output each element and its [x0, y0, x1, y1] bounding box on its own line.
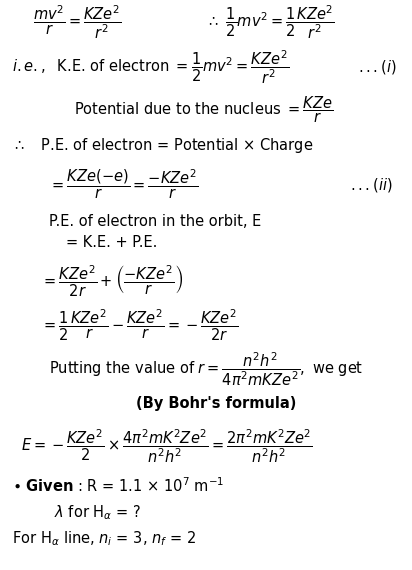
- Text: $i.e.,$  K.E. of electron $= \dfrac{1}{2}mv^2 = \dfrac{KZe^2}{r^2}$: $i.e.,$ K.E. of electron $= \dfrac{1}{2}…: [12, 48, 289, 86]
- Text: $\therefore$   P.E. of electron = Potential $\times$ Charge: $\therefore$ P.E. of electron = Potentia…: [12, 136, 314, 155]
- Text: $= \dfrac{KZe^2}{2r} + \left(\dfrac{-KZe^2}{r}\right)$: $= \dfrac{KZe^2}{2r} + \left(\dfrac{-KZe…: [41, 263, 183, 299]
- Text: Putting the value of $r = \dfrac{n^2h^2}{4\pi^2mKZe^2},$ we get: Putting the value of $r = \dfrac{n^2h^2}…: [49, 351, 364, 388]
- Text: P.E. of electron in the orbit, E: P.E. of electron in the orbit, E: [49, 214, 262, 229]
- Text: $= \dfrac{KZe(-e)}{r} = \dfrac{-KZe^2}{r}$: $= \dfrac{KZe(-e)}{r} = \dfrac{-KZe^2}{r…: [49, 168, 199, 201]
- Text: For H$_{\alpha}$ line, $n_i$ = 3, $n_f$ = 2: For H$_{\alpha}$ line, $n_i$ = 3, $n_f$ …: [12, 530, 197, 548]
- Text: (By Bohr's formula): (By Bohr's formula): [136, 396, 296, 411]
- Text: $\lambda$ for H$_{\alpha}$ = ?: $\lambda$ for H$_{\alpha}$ = ?: [54, 504, 141, 522]
- Text: $E = -\dfrac{KZe^2}{2} \times \dfrac{4\pi^2mK^2Ze^2}{n^2h^2} = \dfrac{2\pi^2mK^2: $E = -\dfrac{KZe^2}{2} \times \dfrac{4\p…: [21, 427, 313, 465]
- Text: Potential due to the nucleus $= \dfrac{KZe}{r}$: Potential due to the nucleus $= \dfrac{K…: [74, 94, 333, 125]
- Text: $\dfrac{mv^2}{r} = \dfrac{KZe^2}{r^2}$: $\dfrac{mv^2}{r} = \dfrac{KZe^2}{r^2}$: [33, 3, 122, 40]
- Text: $...(i)$: $...(i)$: [358, 58, 397, 76]
- Text: $...(ii)$: $...(ii)$: [350, 176, 393, 194]
- Text: $= \dfrac{1}{2}\dfrac{KZe^2}{r} - \dfrac{KZe^2}{r} = -\dfrac{KZe^2}{2r}$: $= \dfrac{1}{2}\dfrac{KZe^2}{r} - \dfrac…: [41, 307, 239, 343]
- Text: $\bullet$ $\mathbf{Given}$ : R = 1.1 $\times$ 10$^7$ m$^{-1}$: $\bullet$ $\mathbf{Given}$ : R = 1.1 $\t…: [12, 477, 225, 495]
- Text: $\therefore\ \dfrac{1}{2}mv^2 = \dfrac{1}{2}\dfrac{KZe^2}{r^2}$: $\therefore\ \dfrac{1}{2}mv^2 = \dfrac{1…: [206, 3, 335, 40]
- Text: = K.E. + P.E.: = K.E. + P.E.: [66, 235, 157, 250]
